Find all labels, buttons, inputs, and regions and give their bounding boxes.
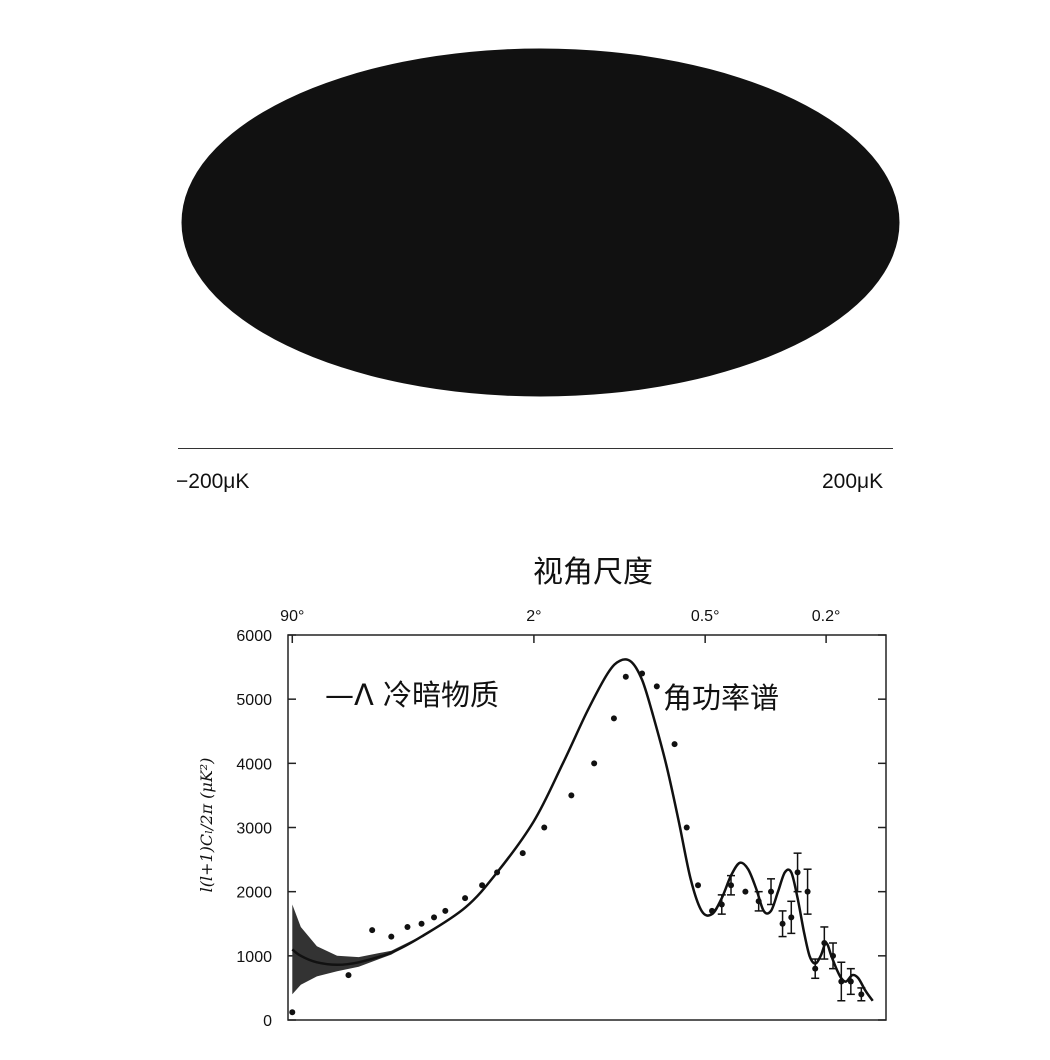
top-tick-label: 90° [280, 608, 304, 625]
y-tick-label: 6000 [236, 628, 272, 645]
data-point [788, 914, 795, 921]
data-point [768, 888, 775, 895]
y-tick-label: 1000 [236, 949, 272, 966]
data-point [345, 972, 352, 979]
angular-power-spectrum-chart: 视角尺度 90° 2° 0.5° 0.2° 0 1000 2000 3000 4000 5000… [197, 555, 887, 1030]
data-point [431, 914, 438, 921]
cmb-sky-map [181, 48, 900, 397]
y-tick-label: 2000 [236, 885, 272, 902]
data-point [671, 741, 678, 748]
data-point [622, 673, 629, 680]
data-point [695, 882, 702, 889]
data-point [847, 978, 854, 985]
y-axis-ticks: 0 1000 2000 3000 4000 5000 6000 [236, 628, 886, 1030]
data-point [639, 670, 646, 677]
data-point [830, 952, 837, 959]
y-axis-label: l(l+1)Cₗ/2π (μK²) [197, 758, 216, 893]
data-point [418, 920, 425, 927]
data-point [794, 869, 801, 876]
data-point [812, 965, 819, 972]
temperature-scale-bar [178, 448, 893, 449]
data-point [494, 869, 501, 876]
y-tick-label: 0 [263, 1013, 272, 1030]
data-point [709, 907, 716, 914]
top-tick-label: 0.5° [691, 608, 720, 625]
scale-max-label: 200μK [822, 470, 884, 493]
sky-map-ellipse [181, 48, 900, 397]
data-point [653, 683, 660, 690]
annotation-label: 角功率谱 [663, 681, 779, 715]
data-point [838, 978, 845, 985]
data-point [479, 882, 486, 889]
data-point [610, 715, 617, 722]
data-points [289, 670, 866, 1016]
top-tick-label: 0.2° [812, 608, 841, 625]
legend-label: —Λ 冷暗物质 [325, 678, 499, 712]
model-curve [291, 658, 874, 1002]
data-point [289, 1009, 296, 1016]
data-point [568, 792, 575, 799]
data-point [591, 760, 598, 767]
cosmic-variance-band [292, 904, 422, 995]
top-tick-label: 2° [526, 608, 541, 625]
data-point [858, 991, 865, 998]
data-point [804, 888, 811, 895]
y-tick-label: 3000 [236, 821, 272, 838]
y-tick-label: 4000 [236, 756, 272, 773]
data-point [779, 920, 786, 927]
data-point [519, 850, 526, 857]
scale-min-label: −200μK [176, 470, 250, 493]
y-tick-label: 5000 [236, 692, 272, 709]
chart-title: 视角尺度 [533, 555, 653, 590]
data-point [388, 933, 395, 940]
data-point [755, 898, 762, 905]
top-axis-ticks: 90° 2° 0.5° 0.2° [280, 608, 840, 643]
data-point [821, 940, 828, 946]
data-point [742, 888, 749, 895]
data-point [728, 882, 735, 889]
data-point [404, 923, 411, 930]
data-point [718, 901, 725, 908]
data-point [369, 927, 376, 934]
data-point [683, 824, 690, 831]
data-point [541, 824, 548, 831]
data-point [442, 907, 449, 914]
data-point [462, 895, 469, 902]
